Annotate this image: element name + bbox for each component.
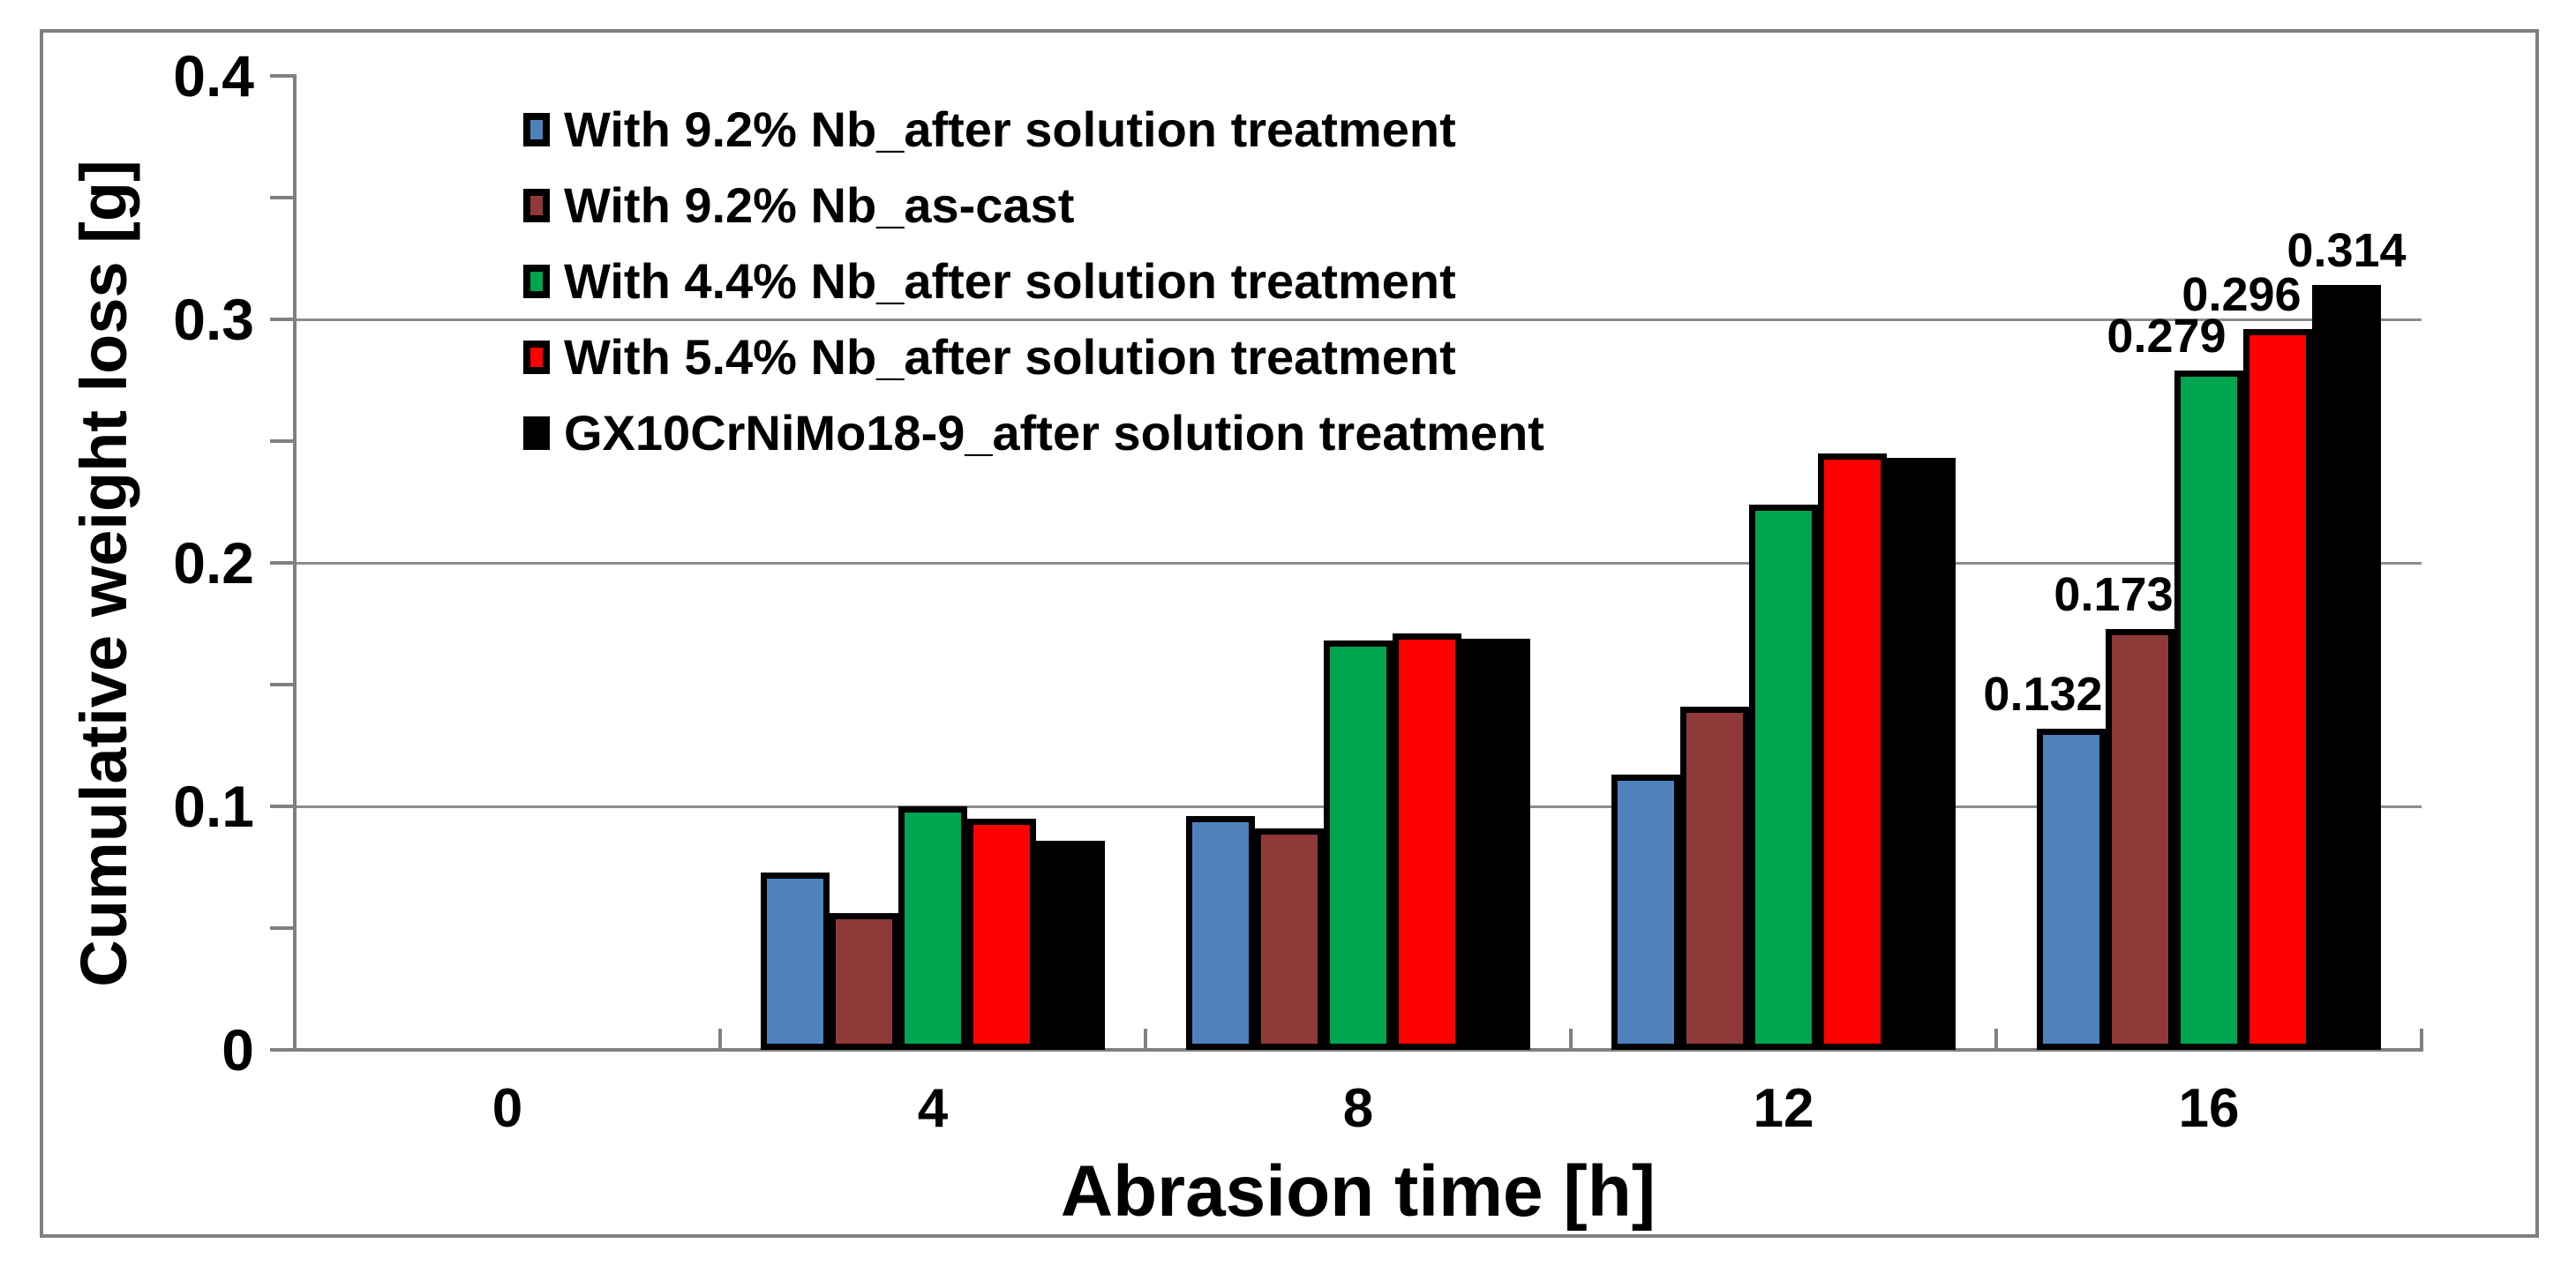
x-tick-label: 12 bbox=[1753, 1078, 1814, 1139]
x-tick-label: 0 bbox=[492, 1078, 523, 1139]
legend-swatch-icon bbox=[523, 113, 550, 146]
y-axis-tick bbox=[270, 561, 295, 565]
data-label: 0.279 bbox=[2107, 309, 2227, 363]
x-axis-tick bbox=[1569, 1029, 1573, 1050]
bar bbox=[830, 913, 898, 1050]
bar bbox=[2037, 728, 2106, 1050]
legend-item: With 9.2% Nb_after solution treatment bbox=[523, 92, 1456, 168]
y-tick-label: 0.3 bbox=[173, 287, 254, 352]
bar bbox=[761, 872, 830, 1050]
legend-label: With 5.4% Nb_after solution treatment bbox=[564, 329, 1456, 385]
bar bbox=[2174, 370, 2243, 1050]
legend-swatch-icon bbox=[523, 189, 550, 222]
x-axis-tick bbox=[718, 1029, 722, 1050]
y-axis-tick bbox=[270, 1048, 295, 1052]
bar bbox=[1749, 504, 1818, 1050]
y-axis-tick bbox=[270, 74, 295, 78]
data-label: 0.132 bbox=[1983, 667, 2103, 721]
x-tick-label: 16 bbox=[2178, 1078, 2240, 1139]
major-gridline bbox=[295, 318, 2422, 321]
bar bbox=[1887, 458, 1956, 1050]
legend-item: With 4.4% Nb_after solution treatment bbox=[523, 243, 1456, 319]
major-gridline bbox=[295, 562, 2422, 565]
y-tick-label: 0.2 bbox=[173, 530, 254, 596]
bar bbox=[1611, 775, 1680, 1050]
bar bbox=[967, 818, 1036, 1050]
y-tick-label: 0.4 bbox=[173, 43, 254, 109]
legend-label: With 9.2% Nb_as-cast bbox=[564, 177, 1075, 233]
y-axis-tick bbox=[270, 196, 295, 199]
data-label: 0.173 bbox=[2054, 567, 2174, 621]
y-tick-label: 0 bbox=[222, 1017, 254, 1082]
bar bbox=[2106, 628, 2174, 1050]
legend-swatch-icon bbox=[523, 265, 550, 298]
legend-swatch-icon bbox=[523, 341, 550, 374]
data-label: 0.296 bbox=[2182, 268, 2302, 322]
x-axis-title: Abrasion time [h] bbox=[1060, 1151, 1656, 1232]
legend-label: With 4.4% Nb_after solution treatment bbox=[564, 253, 1456, 309]
y-axis-tick bbox=[270, 318, 295, 321]
y-axis-line bbox=[293, 74, 297, 1052]
y-axis-tick bbox=[270, 805, 295, 808]
legend-label: With 9.2% Nb_after solution treatment bbox=[564, 101, 1456, 157]
y-axis-tick bbox=[270, 926, 295, 930]
bar bbox=[898, 806, 967, 1050]
x-tick-label: 8 bbox=[1342, 1078, 1374, 1139]
legend-swatch-icon bbox=[523, 416, 550, 450]
bar bbox=[1393, 633, 1461, 1050]
x-tick-label: 4 bbox=[917, 1078, 949, 1139]
bar bbox=[1324, 640, 1393, 1050]
legend-item: With 9.2% Nb_as-cast bbox=[523, 168, 1074, 243]
bar bbox=[1255, 828, 1324, 1050]
x-axis-tick bbox=[2420, 1029, 2423, 1050]
bar bbox=[2312, 285, 2381, 1050]
legend-label: GX10CrNiMo18-9_after solution treatment bbox=[564, 405, 1544, 461]
y-axis-title: Cumulative weight loss [g] bbox=[67, 160, 140, 987]
bar bbox=[1186, 816, 1255, 1050]
bar bbox=[1461, 638, 1530, 1050]
y-axis-tick bbox=[270, 439, 295, 443]
x-axis-tick bbox=[1144, 1029, 1147, 1050]
x-axis-tick bbox=[1994, 1029, 1998, 1050]
y-axis-tick bbox=[270, 683, 295, 686]
bar bbox=[2243, 329, 2312, 1050]
bar bbox=[1818, 453, 1887, 1050]
legend-item: With 5.4% Nb_after solution treatment bbox=[523, 319, 1456, 395]
bar bbox=[1036, 840, 1105, 1050]
y-tick-label: 0.1 bbox=[173, 774, 254, 839]
data-label: 0.314 bbox=[2287, 224, 2407, 278]
x-axis-line bbox=[293, 1048, 2423, 1052]
legend-item: GX10CrNiMo18-9_after solution treatment bbox=[523, 395, 1544, 471]
bar bbox=[1680, 706, 1749, 1050]
